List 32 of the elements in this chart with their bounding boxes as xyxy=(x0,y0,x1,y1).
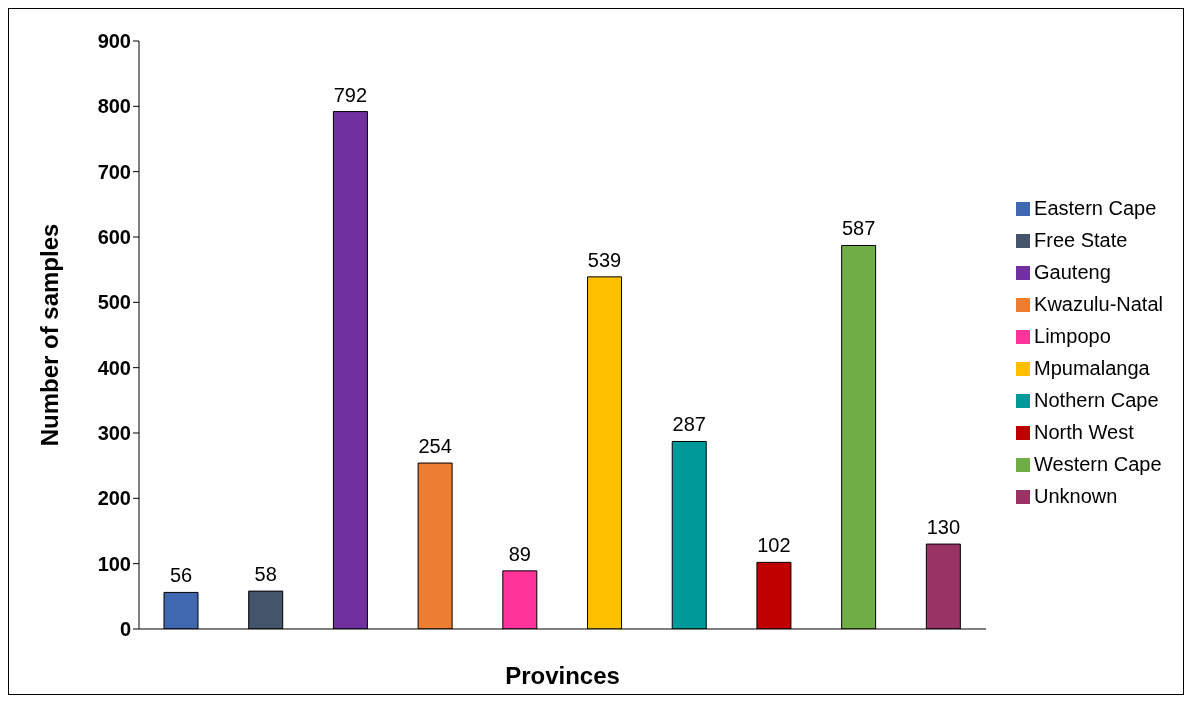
legend-label: North West xyxy=(1034,420,1134,443)
y-tick-label: 700 xyxy=(97,160,131,183)
y-tick-label: 600 xyxy=(97,226,131,249)
legend-label: Mpumalanga xyxy=(1034,356,1150,379)
legend-label: Free State xyxy=(1034,228,1128,251)
x-axis-title: Provinces xyxy=(505,662,620,689)
data-label: 89 xyxy=(508,542,531,565)
data-label: 539 xyxy=(587,248,622,271)
y-tick-label: 900 xyxy=(97,30,131,53)
legend-label: Kwazulu-Natal xyxy=(1034,292,1163,315)
y-tick-label: 300 xyxy=(97,422,131,445)
y-axis-title: Number of samples xyxy=(35,223,63,447)
data-label: 102 xyxy=(757,534,791,557)
data-label: 287 xyxy=(672,413,706,436)
legend-label: Eastern Cape xyxy=(1034,196,1157,219)
data-label: 254 xyxy=(418,435,452,458)
y-tick-label: 100 xyxy=(97,552,131,575)
legend-label: Nothern Cape xyxy=(1034,388,1159,411)
legend-label: Western Cape xyxy=(1034,452,1162,475)
data-label: 130 xyxy=(926,516,961,539)
data-label: 792 xyxy=(333,83,368,106)
legend-label: Unknown xyxy=(1034,484,1118,507)
data-label: 58 xyxy=(254,563,277,586)
y-tick-label: 400 xyxy=(97,356,131,379)
data-label: 587 xyxy=(841,217,876,240)
y-tick-label: 200 xyxy=(97,487,131,510)
y-tick-label: 0 xyxy=(119,618,131,641)
y-tick-label: 500 xyxy=(97,291,131,314)
data-label: 56 xyxy=(169,564,193,587)
y-tick-label: 800 xyxy=(97,95,131,118)
legend-label: Gauteng xyxy=(1034,260,1111,283)
legend-label: Limpopo xyxy=(1034,324,1111,347)
